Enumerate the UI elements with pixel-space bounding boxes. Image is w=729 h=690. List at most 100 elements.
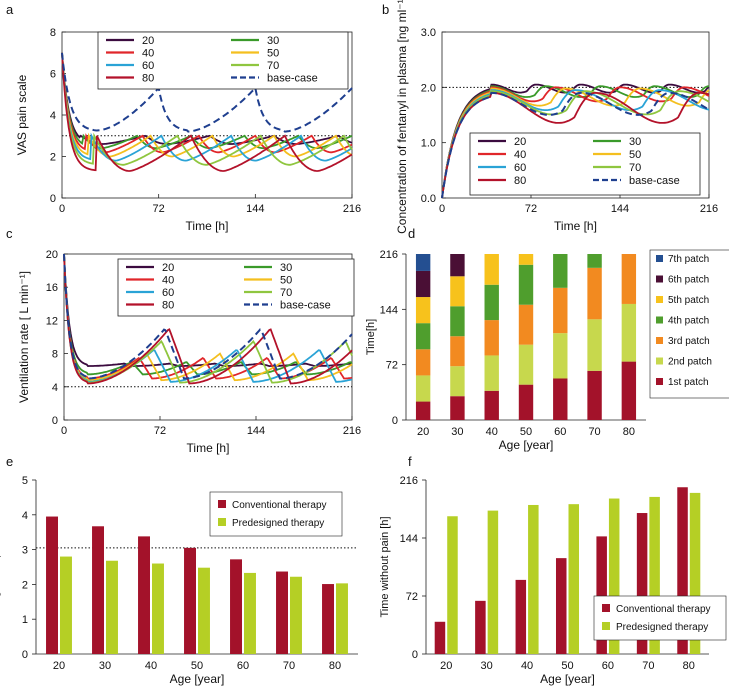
bar-predesigned-therapy-age-30 (487, 510, 499, 654)
bar-4th-patch-age-30 (450, 306, 465, 337)
legend-label-conventional-therapy: Conventional therapy (616, 604, 711, 615)
y-tick-label: 8 (50, 27, 56, 39)
bar-predesigned-therapy-age-70 (290, 576, 302, 654)
legend-label-40: 40 (142, 48, 154, 60)
bar-conventional-therapy-age-30 (92, 526, 104, 654)
bar-1st-patch-age-80 (621, 361, 637, 420)
x-tick-label: 70 (642, 660, 654, 672)
legend-label-base-case: base-case (280, 300, 331, 312)
bar-3rd-patch-age-40 (484, 320, 499, 356)
bar-3rd-patch-age-80 (621, 254, 637, 304)
bar-conventional-therapy-age-40 (515, 579, 527, 654)
legend-label-50: 50 (267, 48, 279, 60)
bar-4th-patch-age-70 (587, 254, 602, 268)
x-tick-label: 60 (237, 660, 249, 672)
bar-7th-patch-age-20 (415, 254, 431, 271)
bar-1st-patch-age-70 (587, 370, 602, 420)
y-tick-label: 0 (50, 193, 56, 205)
series-line-80 (61, 52, 353, 172)
bar-1st-patch-age-50 (518, 384, 534, 420)
panel-label: b (382, 2, 389, 17)
y-tick-label: 0 (52, 415, 58, 427)
panel-c: c 0 72 144 216 0 4 8 12 16 20 Time [h] Ventilation r… (6, 226, 361, 455)
bar-3rd-patch-age-30 (450, 336, 465, 367)
legend-label-base-case: base-case (267, 73, 318, 85)
legend-label-30: 30 (267, 35, 279, 47)
plot-frame (441, 31, 710, 199)
bar-predesigned-therapy-age-40 (528, 504, 539, 654)
x-axis-label: Age [year] (499, 438, 554, 452)
bar-3rd-patch-age-50 (518, 304, 534, 345)
x-tick-label: 0 (59, 203, 65, 215)
panel-a: a 0 72 144 216 0 2 4 6 8 Time [h] VAS pain scale 20 3… (6, 2, 361, 233)
bar-conventional-therapy-age-60 (596, 536, 607, 654)
bar-predesigned-therapy-age-80 (689, 492, 701, 654)
legend-box (469, 132, 701, 196)
bar-4th-patch-age-40 (484, 284, 499, 321)
legend-swatch-predesigned-therapy (218, 518, 226, 526)
x-tick-label: 30 (481, 660, 493, 672)
x-tick-label: 216 (343, 425, 361, 437)
bar-predesigned-therapy-age-40 (152, 563, 164, 654)
y-tick-label: 4 (50, 110, 56, 122)
bar-6th-patch-age-30 (450, 254, 465, 277)
panel-e: e 0 1 2 3 4 5 20 30 40 50 60 70 80 Age [year] Average V… (0, 454, 358, 686)
legend-swatch-4th-patch (656, 316, 663, 324)
legend-label-20: 20 (162, 262, 174, 274)
legend-label-30: 30 (629, 136, 641, 148)
bar-predesigned-therapy-age-60 (608, 498, 620, 654)
x-tick-label: 60 (554, 426, 566, 438)
panel-b: b 0 72 144 216 0.0 1.0 2.0 3.0 Time [h] Concentrat… (382, 0, 718, 234)
x-tick-label: 50 (520, 426, 532, 438)
bar-conventional-therapy-age-30 (475, 600, 486, 654)
bar-predesigned-therapy-age-20 (447, 516, 458, 654)
bar-1st-patch-age-40 (484, 390, 499, 420)
bar-2nd-patch-age-60 (553, 333, 568, 379)
y-axis-label: VAS pain scale (15, 74, 29, 155)
bar-conventional-therapy-age-60 (230, 559, 242, 654)
legend-swatch-1st-patch (656, 378, 663, 385)
bar-1st-patch-age-30 (450, 396, 465, 420)
legend-label-2nd-patch: 2nd patch (668, 357, 712, 368)
y-tick-label: 5 (22, 475, 28, 487)
legend-box (209, 491, 343, 537)
x-tick-label: 20 (440, 660, 452, 672)
legend-box (97, 31, 349, 90)
legend-label-40: 40 (514, 149, 526, 161)
legend-label-70: 70 (629, 162, 641, 174)
legend-swatch-5th-patch (656, 296, 663, 303)
x-tick-label: 30 (99, 660, 111, 672)
legend-label-6th-patch: 6th patch (668, 275, 709, 286)
panel-f: f 0 72 144 216 20 30 40 50 60 70 80 Age [year] Time w… (379, 454, 727, 686)
y-tick-label: 12 (46, 315, 58, 327)
y-tick-label: 3.0 (421, 27, 436, 39)
legend-label-50: 50 (280, 275, 292, 287)
bar-2nd-patch-age-50 (518, 344, 534, 385)
x-tick-label: 72 (154, 425, 166, 437)
bar-2nd-patch-age-70 (587, 319, 602, 371)
bar-3rd-patch-age-60 (553, 287, 568, 334)
bar-2nd-patch-age-30 (450, 366, 465, 397)
x-tick-label: 80 (623, 426, 635, 438)
legend-label-60: 60 (142, 60, 154, 72)
y-tick-label: 144 (380, 304, 398, 316)
y-axis-label: Time[h] (365, 319, 377, 355)
panel-label: a (6, 2, 14, 17)
y-tick-label: 6 (50, 69, 56, 81)
legend-label-base-case: base-case (629, 175, 680, 187)
legend-label-80: 80 (162, 300, 174, 312)
series-line-20 (441, 83, 710, 199)
legend-label-20: 20 (142, 35, 154, 47)
y-axis-label: Concentration of fentanyl in plasma [ng … (395, 0, 409, 234)
bar-5th-patch-age-40 (484, 254, 499, 285)
x-tick-label: 60 (602, 660, 614, 672)
y-axis-label: Time without pain [h] (379, 516, 391, 617)
bar-conventional-therapy-age-80 (322, 584, 334, 654)
x-tick-label: 216 (700, 203, 718, 215)
legend-label-80: 80 (514, 175, 526, 187)
y-tick-label: 4 (52, 382, 58, 394)
x-tick-label: 80 (683, 660, 695, 672)
series-line-base-case (63, 253, 353, 380)
bar-conventional-therapy-age-50 (184, 547, 196, 654)
